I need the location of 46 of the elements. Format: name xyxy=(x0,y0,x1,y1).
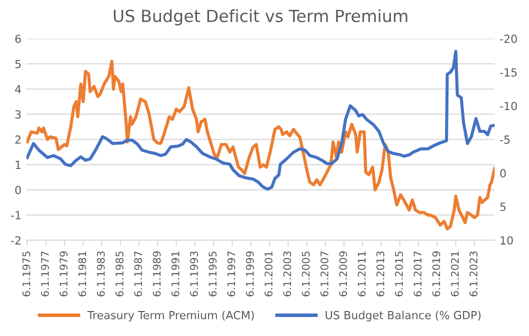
x-tick-label: 6.1.1987 xyxy=(134,252,142,296)
x-tick-label: 6.1.1977 xyxy=(41,252,49,296)
x-tick-label: 6.1.1983 xyxy=(96,251,105,296)
y-tick-label: 1 xyxy=(16,160,21,169)
y-tick-label: 4 xyxy=(15,85,21,94)
x-tick-label: 6.1.1979 xyxy=(60,251,68,296)
y2-tick-label: -15 xyxy=(500,68,517,77)
line-series xyxy=(26,60,495,230)
y2-tick-label: 0 xyxy=(500,169,506,178)
x-tick-label: 6.1.2009 xyxy=(339,251,348,296)
x-tick-label: 6.1.2007 xyxy=(320,252,328,296)
x-tick-label: 6.1.2005 xyxy=(302,252,310,296)
x-tick-label: 6.1.1997 xyxy=(227,252,236,296)
y-tick-label: -2 xyxy=(11,236,20,244)
legend-label: US Budget Balance (% GDP) xyxy=(326,310,481,322)
y-tick-label: 0 xyxy=(15,186,21,194)
x-tick-label: 6.1.1995 xyxy=(208,252,217,296)
x-tick-label: 6.1.2015 xyxy=(395,252,403,296)
y-tick-label: 3 xyxy=(15,110,21,119)
y-tick-label: -1 xyxy=(11,211,21,220)
x-tick-label: 6.1.2021 xyxy=(450,252,459,296)
x-tick-label: 6.1.1989 xyxy=(152,251,161,296)
x-tick-label: 6.1.2003 xyxy=(283,251,292,296)
y2-tick-label: 10 xyxy=(500,236,513,245)
x-tick-label: 6.1.1999 xyxy=(246,251,254,296)
y2-tick-label: -20 xyxy=(500,34,517,44)
y2-tick-label: -10 xyxy=(500,102,517,110)
chart-title: US Budget Deficit vs Term Premium xyxy=(114,9,408,26)
y-tick-label: 6 xyxy=(15,34,21,44)
x-tick-label: 6.1.1981 xyxy=(78,252,86,296)
y-tick-label: 5 xyxy=(15,60,21,68)
x-tick-label: 6.1.2017 xyxy=(414,252,422,296)
x-tick-label: 6.1.2011 xyxy=(358,252,366,296)
x-tick-label: 6.1.2023 xyxy=(470,251,478,296)
line-series xyxy=(26,50,495,191)
x-tick-label: 6.1.2013 xyxy=(376,251,384,296)
x-tick-label: 6.1.2001 xyxy=(264,252,272,296)
y2-tick-label: -5 xyxy=(500,136,510,144)
x-tick-label: 6.1.1975 xyxy=(22,252,30,296)
x-tick-label: 6.1.1991 xyxy=(171,252,180,296)
legend-label: Treasury Term Premium (ACM) xyxy=(87,310,254,322)
y2-tick-label: 5 xyxy=(500,202,506,212)
x-tick-label: 6.1.2019 xyxy=(432,251,440,296)
x-tick-label: 6.1.1993 xyxy=(190,251,198,296)
y-tick-label: 2 xyxy=(15,135,20,144)
x-tick-label: 6.1.1985 xyxy=(116,252,124,296)
